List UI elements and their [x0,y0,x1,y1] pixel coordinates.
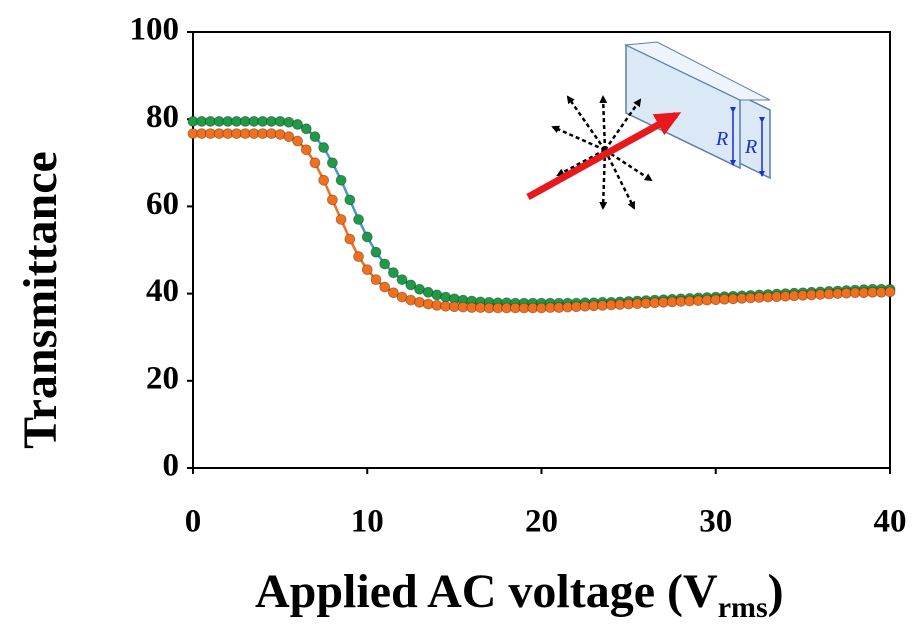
inset-label: R [715,128,728,150]
data-point [344,194,356,206]
data-point [326,157,338,169]
y-tick-label: 0 [163,448,180,484]
y-tick-label: 80 [146,99,179,135]
data-point [283,131,295,143]
data-point [318,142,330,153]
y-axis-title: Transmittance [14,151,67,449]
data-point [379,258,391,270]
data-point [344,233,356,245]
scatter-arrows [551,95,653,210]
data-point [353,251,364,262]
scatter-arrow [603,149,636,210]
y-tick-label: 40 [146,273,179,309]
scatter-arrow [599,95,608,151]
data-point [361,264,373,276]
x-axis-title-text: Applied AC voltage (V [255,565,718,618]
data-point [387,287,399,299]
x-tick-label: 40 [874,504,907,540]
data-point [387,267,399,279]
inset-schematic: R R [526,41,771,210]
data-point [370,246,382,258]
inset-label: R [744,136,757,158]
data-point [292,119,303,130]
scatter-arrow [556,148,606,177]
plot-area: 0 20 40 60 80 100 0 10 20 30 40 [130,12,907,540]
data-point [335,174,347,186]
series-line [193,132,891,310]
data-point [414,296,425,308]
incident-beam [526,111,682,201]
series-line [193,120,890,305]
x-axis-title-suffix: ) [768,565,784,618]
data-point [405,279,417,291]
data-point [292,135,303,147]
plot-frame [192,31,891,469]
y-tick-label: 60 [146,186,179,222]
data-point [370,274,382,286]
data-point [318,174,330,186]
data-point [379,281,391,293]
data-point [309,157,321,169]
data-point [884,286,896,298]
scatter-arrow [603,98,642,151]
data-point [335,214,347,225]
data-point [361,231,373,243]
scatter-arrow [599,149,608,210]
data-point [300,123,312,135]
data-point [326,194,338,206]
data-point [309,131,321,143]
scatter-arrow [604,148,653,182]
x-tick-label: 30 [699,504,732,540]
y-tick-label: 20 [146,360,179,396]
data-point [300,144,312,156]
y-tick-label: 100 [130,12,180,48]
plate-top [624,41,771,101]
x-tick-label: 10 [351,504,384,540]
x-tick-label: 0 [185,504,202,540]
x-axis-title-subscript: rms [718,591,768,624]
scatter-arrow [566,95,607,151]
scatter-arrow [551,125,606,152]
x-axis-title: Applied AC voltage (Vrms) [255,565,784,624]
data-point [353,214,364,225]
data-point [396,274,408,286]
data-point [440,291,452,303]
x-tick-label: 20 [525,504,558,540]
